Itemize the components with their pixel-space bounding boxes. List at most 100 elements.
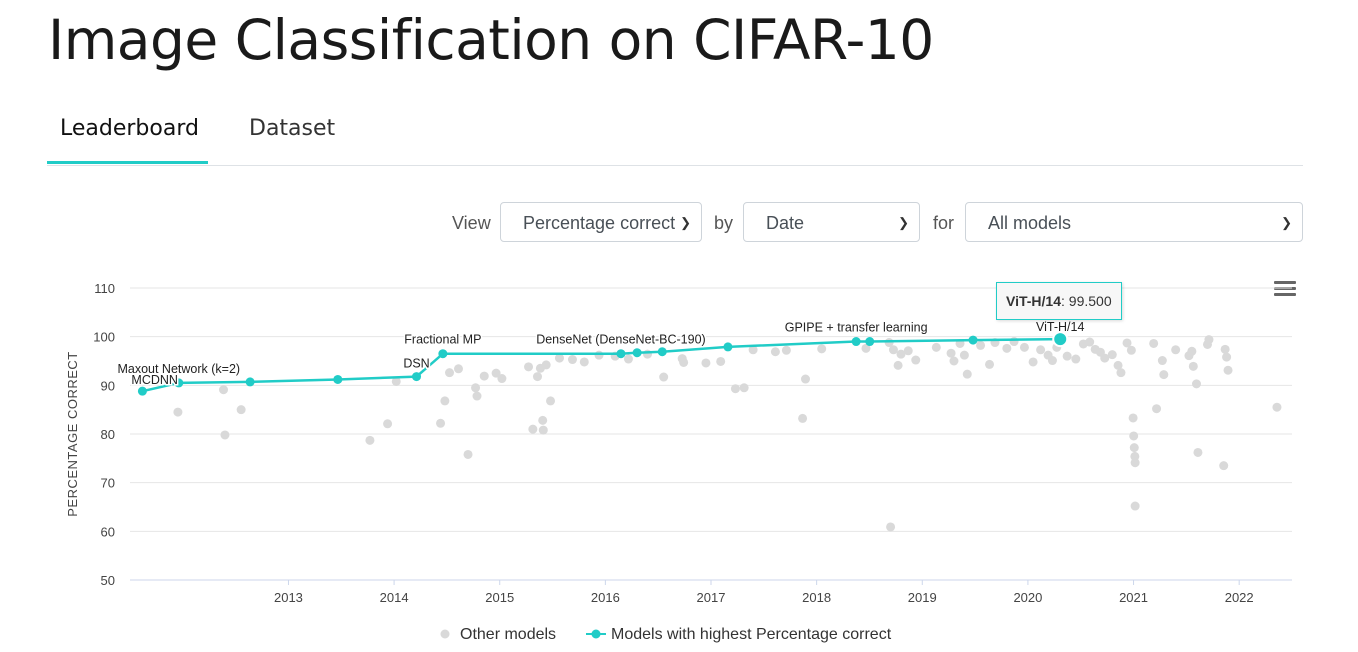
view-label: View (452, 213, 491, 233)
sota-point (137, 386, 147, 396)
other-model-point (440, 396, 450, 406)
legend-sota-label: Models with highest Percentage correct (611, 626, 892, 643)
x-tick-label: 2021 (1119, 590, 1148, 605)
other-model-point (1113, 360, 1123, 370)
sota-point (438, 349, 448, 359)
legend-other-label: Other models (460, 626, 557, 643)
other-model-point (985, 359, 995, 369)
sota-point-highlighted (1052, 331, 1069, 348)
other-model-point (1002, 343, 1012, 353)
other-model-point (538, 415, 548, 425)
y-tick-label: 110 (94, 281, 115, 296)
other-model-point (701, 358, 711, 368)
x-tick-label: 2017 (697, 590, 726, 605)
other-model-point (173, 407, 183, 417)
sota-point-label: DenseNet (DenseNet-BC-190) (536, 333, 706, 347)
y-tick-label: 60 (101, 524, 115, 539)
other-model-point (1071, 354, 1081, 364)
other-model-point (861, 343, 871, 353)
tooltip-value: 99.500 (1068, 293, 1112, 309)
by-select[interactable]: Date ❯ (743, 202, 920, 242)
other-model-point (1204, 335, 1214, 345)
x-tick-label: 2018 (802, 590, 831, 605)
sota-point (657, 347, 667, 357)
other-model-point (1159, 370, 1169, 380)
other-model-point (532, 372, 542, 382)
x-tick-label: 2013 (274, 590, 303, 605)
other-model-point (1122, 338, 1132, 348)
other-model-point (659, 372, 669, 382)
chevron-down-icon: ❯ (680, 215, 691, 230)
other-model-point (541, 360, 551, 370)
sota-point (174, 378, 184, 388)
for-label: for (933, 213, 955, 233)
other-model-point (931, 342, 941, 352)
other-model-point (1116, 368, 1126, 378)
other-model-point (220, 430, 230, 440)
sota-point (851, 337, 861, 347)
other-model-point (1100, 353, 1110, 363)
other-model-point (730, 384, 740, 394)
other-model-point (748, 345, 758, 355)
sota-point-label: MCDNN (131, 373, 178, 387)
for-select-value: All models (988, 213, 1072, 233)
chart-controls: View Percentage correct ❯ by Date ❯ for … (0, 202, 1358, 244)
y-tick-label: 90 (101, 378, 115, 393)
other-model-point (623, 354, 633, 364)
other-model-point (959, 350, 969, 360)
other-model-point (1223, 365, 1233, 375)
other-model-point (679, 357, 689, 367)
other-model-point (1157, 356, 1167, 366)
sota-point-label: Fractional MP (404, 333, 481, 347)
tab-leaderboard[interactable]: Leaderboard (60, 116, 199, 141)
other-model-point (1047, 356, 1057, 366)
active-tab-indicator (47, 161, 208, 164)
sota-point (632, 348, 642, 358)
y-axis-title: PERCENTAGE CORRECT (65, 351, 80, 517)
y-tick-label: 100 (93, 330, 115, 345)
sota-point-label: ViT-H/14 (1036, 320, 1084, 334)
x-tick-label: 2015 (485, 590, 514, 605)
other-model-point (976, 340, 986, 350)
other-model-point (1028, 357, 1038, 367)
other-model-point (1152, 404, 1162, 414)
tab-dataset[interactable]: Dataset (249, 116, 336, 141)
other-model-point (1222, 352, 1232, 362)
sota-point (333, 374, 343, 384)
other-model-point (1036, 345, 1046, 355)
view-select[interactable]: Percentage correct ❯ (500, 202, 702, 242)
other-model-point (1128, 413, 1138, 423)
sota-point (968, 335, 978, 345)
sota-point (245, 377, 255, 387)
other-model-point (236, 405, 246, 415)
sota-point (723, 342, 733, 352)
other-model-point (546, 396, 556, 406)
other-model-point (1107, 350, 1117, 360)
other-model-point (949, 356, 959, 366)
other-model-point (962, 369, 972, 379)
other-model-point (886, 522, 896, 532)
other-model-point (770, 347, 780, 357)
other-model-point (524, 362, 534, 372)
other-model-point (391, 376, 401, 386)
other-model-point (946, 348, 956, 358)
other-model-point (479, 371, 489, 381)
x-tick-label: 2019 (908, 590, 937, 605)
other-model-point (471, 383, 481, 393)
tooltip-model: ViT-H/14 (1006, 293, 1061, 309)
sota-chart: 50 60 70 80 90 100 110 2013 2014 2015 2016 2017 2018… (65, 281, 1292, 605)
x-tick-label: 2022 (1225, 590, 1254, 605)
y-tick-label: 80 (101, 427, 115, 442)
other-model-point (817, 344, 827, 354)
for-select[interactable]: All models ❯ (965, 202, 1303, 242)
other-model-point (1129, 443, 1139, 453)
other-model-point (1019, 342, 1029, 352)
other-model-point (554, 353, 564, 363)
legend-other-models[interactable]: Other models (440, 626, 556, 644)
y-tick-label: 50 (101, 573, 115, 588)
other-model-point (1130, 458, 1140, 468)
legend-sota-models[interactable]: Models with highest Percentage correct (586, 626, 891, 644)
other-model-point (436, 418, 446, 428)
chevron-down-icon: ❯ (898, 215, 909, 230)
other-model-point (1220, 344, 1230, 354)
